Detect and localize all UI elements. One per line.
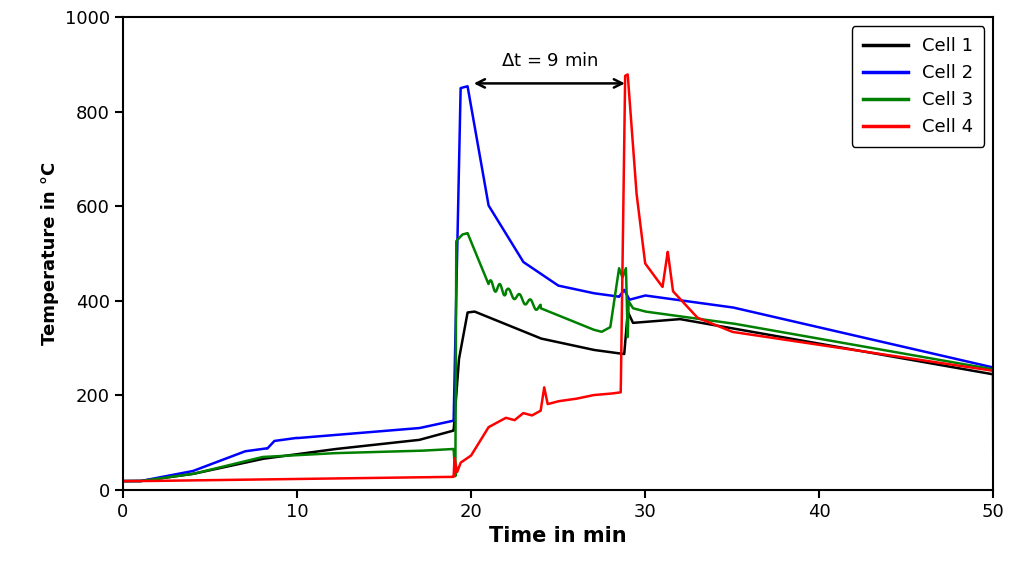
Y-axis label: Temperature in °C: Temperature in °C	[41, 162, 59, 345]
Cell 2	[670, 296, 682, 303]
Cell 2	[161, 473, 173, 480]
Line: Cell 2: Cell 2	[123, 86, 993, 490]
Cell 2	[117, 478, 129, 484]
Line: Cell 1: Cell 1	[123, 312, 993, 490]
Cell 1	[987, 486, 999, 493]
Cell 4	[670, 291, 682, 298]
Cell 2	[987, 486, 999, 493]
Cell 3	[632, 306, 644, 313]
Cell 1	[117, 478, 129, 484]
Cell 4	[432, 473, 444, 480]
Cell 1	[432, 431, 444, 438]
Cell 3	[117, 478, 129, 484]
Cell 4	[117, 478, 129, 484]
Cell 1	[632, 319, 644, 326]
Cell 2	[462, 83, 474, 90]
Cell 1	[762, 331, 774, 338]
Cell 4	[161, 478, 173, 484]
Cell 3	[432, 446, 444, 453]
Cell 2	[432, 420, 444, 427]
Text: $\Delta$t = 9 min: $\Delta$t = 9 min	[501, 52, 598, 70]
Cell 1	[809, 339, 821, 346]
Cell 1	[468, 308, 480, 315]
Cell 4	[632, 202, 644, 209]
Cell 2	[809, 323, 821, 330]
Cell 2	[632, 294, 644, 301]
Cell 3	[762, 326, 774, 333]
Cell 3	[462, 230, 474, 237]
Cell 4	[762, 334, 774, 340]
Cell 3	[987, 486, 999, 493]
Line: Cell 4: Cell 4	[123, 74, 993, 490]
Cell 3	[670, 312, 682, 319]
Legend: Cell 1, Cell 2, Cell 3, Cell 4: Cell 1, Cell 2, Cell 3, Cell 4	[852, 26, 984, 147]
Cell 1	[670, 316, 682, 323]
Cell 1	[161, 474, 173, 481]
Line: Cell 3: Cell 3	[123, 233, 993, 490]
Cell 4	[622, 71, 634, 78]
Cell 4	[987, 486, 999, 493]
Cell 4	[809, 341, 821, 348]
Cell 3	[809, 335, 821, 342]
Cell 3	[161, 474, 173, 481]
X-axis label: Time in min: Time in min	[489, 526, 627, 547]
Cell 2	[762, 312, 774, 319]
